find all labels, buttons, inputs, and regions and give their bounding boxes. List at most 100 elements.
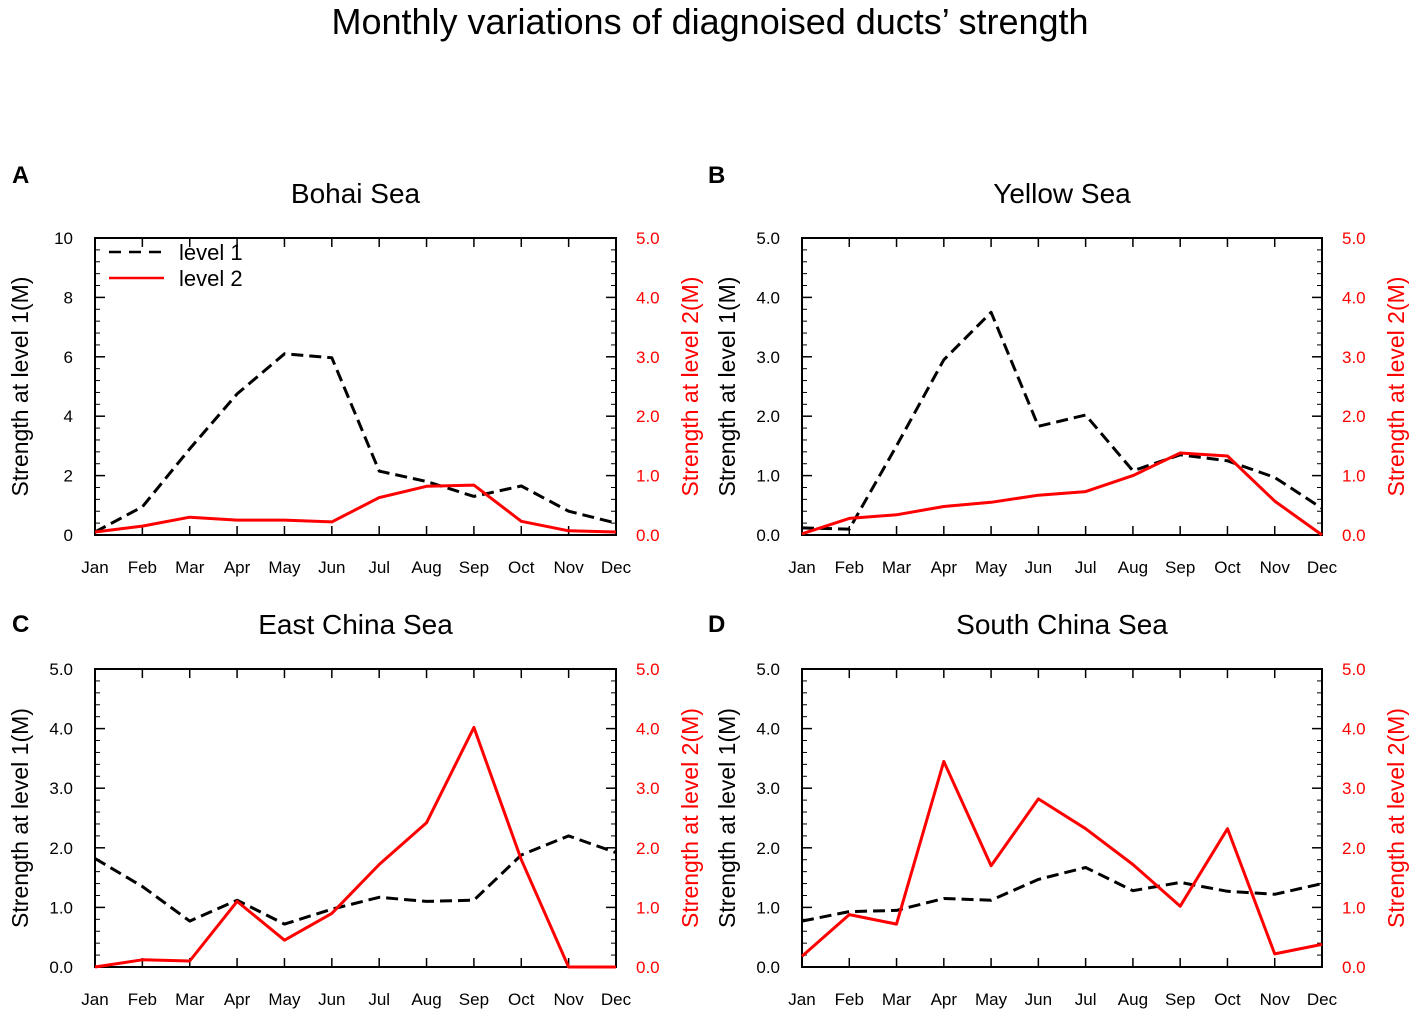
x-tick-label: Oct <box>1214 990 1241 1009</box>
x-tick-label: Mar <box>882 990 912 1009</box>
panel-letter: A <box>12 162 29 189</box>
plot-frame <box>95 669 616 967</box>
y-right-tick-label: 2.0 <box>1342 839 1366 858</box>
y-left-axis-label: Strength at level 1(M) <box>714 277 740 497</box>
y-left-tick-label: 2.0 <box>756 839 780 858</box>
y-left-tick-label: 2 <box>64 467 73 486</box>
x-tick-label: Jun <box>318 558 345 577</box>
y-left-tick-label: 4.0 <box>756 720 780 739</box>
y-right-tick-label: 3.0 <box>636 348 660 367</box>
x-tick-label: Dec <box>1307 990 1338 1009</box>
x-tick-label: Oct <box>508 558 535 577</box>
y-left-tick-label: 0.0 <box>756 958 780 977</box>
x-tick-label: May <box>268 558 301 577</box>
x-tick-label: Nov <box>1260 990 1291 1009</box>
x-tick-label: Aug <box>411 558 441 577</box>
y-right-tick-label: 3.0 <box>636 779 660 798</box>
x-tick-label: Apr <box>224 558 251 577</box>
y-right-tick-label: 1.0 <box>1342 467 1366 486</box>
panel-letter: D <box>708 611 725 638</box>
x-tick-label: Feb <box>128 558 157 577</box>
x-tick-label: Jul <box>1075 990 1097 1009</box>
x-tick-label: May <box>975 990 1008 1009</box>
x-tick-label: Aug <box>1118 990 1148 1009</box>
x-tick-label: Mar <box>175 558 205 577</box>
x-tick-label: Mar <box>882 558 912 577</box>
y-right-tick-label: 4.0 <box>636 720 660 739</box>
series-level-2-line <box>802 761 1322 956</box>
figure-title: Monthly variations of diagnoised ducts’ … <box>331 1 1088 42</box>
x-tick-label: Jan <box>81 558 108 577</box>
x-tick-label: Dec <box>601 990 632 1009</box>
series-level-1-line <box>802 312 1322 529</box>
x-tick-label: Oct <box>1214 558 1241 577</box>
y-left-tick-label: 0.0 <box>756 526 780 545</box>
y-right-tick-label: 5.0 <box>636 229 660 248</box>
y-left-tick-label: 0 <box>64 526 73 545</box>
x-tick-label: Jun <box>1025 558 1052 577</box>
x-tick-label: May <box>975 558 1008 577</box>
y-right-tick-label: 3.0 <box>1342 779 1366 798</box>
y-right-axis-label: Strength at level 2(M) <box>677 277 703 497</box>
x-tick-label: Apr <box>224 990 251 1009</box>
x-tick-label: Oct <box>508 990 535 1009</box>
y-left-axis-label: Strength at level 1(M) <box>714 708 740 928</box>
x-tick-label: Jul <box>368 558 390 577</box>
y-left-tick-label: 10 <box>54 229 73 248</box>
x-tick-label: Jul <box>1075 558 1097 577</box>
y-left-tick-label: 2.0 <box>756 407 780 426</box>
y-right-tick-label: 5.0 <box>636 660 660 679</box>
plot-frame <box>802 238 1322 535</box>
y-right-tick-label: 5.0 <box>1342 660 1366 679</box>
x-tick-label: Aug <box>1118 558 1148 577</box>
y-left-tick-label: 6 <box>64 348 73 367</box>
x-tick-label: Sep <box>1165 990 1195 1009</box>
y-right-tick-label: 2.0 <box>636 839 660 858</box>
y-left-tick-label: 4 <box>64 407 73 426</box>
y-left-tick-label: 5.0 <box>756 660 780 679</box>
plot-frame <box>95 238 616 535</box>
x-tick-label: Jan <box>81 990 108 1009</box>
series-level-2-line <box>95 485 616 532</box>
y-left-tick-label: 8 <box>64 288 73 307</box>
x-tick-label: Apr <box>931 990 958 1009</box>
y-left-tick-label: 2.0 <box>49 839 73 858</box>
y-left-tick-label: 1.0 <box>756 898 780 917</box>
y-left-tick-label: 3.0 <box>49 779 73 798</box>
y-right-tick-label: 4.0 <box>1342 720 1366 739</box>
x-tick-label: Jun <box>318 990 345 1009</box>
panel-letter: B <box>708 162 725 189</box>
y-left-axis-label: Strength at level 1(M) <box>7 277 33 497</box>
x-tick-label: Sep <box>459 990 489 1009</box>
x-tick-label: Mar <box>175 990 205 1009</box>
panel-title: Yellow Sea <box>993 178 1131 209</box>
y-left-tick-label: 3.0 <box>756 779 780 798</box>
x-tick-label: Nov <box>554 558 585 577</box>
x-tick-label: Sep <box>459 558 489 577</box>
x-tick-label: Dec <box>601 558 632 577</box>
y-right-tick-label: 1.0 <box>636 898 660 917</box>
x-tick-label: Sep <box>1165 558 1195 577</box>
legend-label: level 1 <box>179 240 243 265</box>
x-tick-label: Feb <box>835 990 864 1009</box>
y-right-tick-label: 4.0 <box>1342 288 1366 307</box>
x-tick-label: Feb <box>835 558 864 577</box>
y-right-axis-label: Strength at level 2(M) <box>1383 708 1409 928</box>
series-level-1-line <box>95 836 616 924</box>
y-right-axis-label: Strength at level 2(M) <box>677 708 703 928</box>
x-tick-label: Jul <box>368 990 390 1009</box>
y-right-tick-label: 0.0 <box>1342 526 1366 545</box>
y-right-tick-label: 1.0 <box>636 467 660 486</box>
y-right-tick-label: 2.0 <box>1342 407 1366 426</box>
y-right-tick-label: 0.0 <box>636 958 660 977</box>
x-tick-label: Apr <box>931 558 958 577</box>
x-tick-label: Jun <box>1025 990 1052 1009</box>
y-right-tick-label: 1.0 <box>1342 898 1366 917</box>
y-right-axis-label: Strength at level 2(M) <box>1383 277 1409 497</box>
panel-title: South China Sea <box>956 609 1168 640</box>
